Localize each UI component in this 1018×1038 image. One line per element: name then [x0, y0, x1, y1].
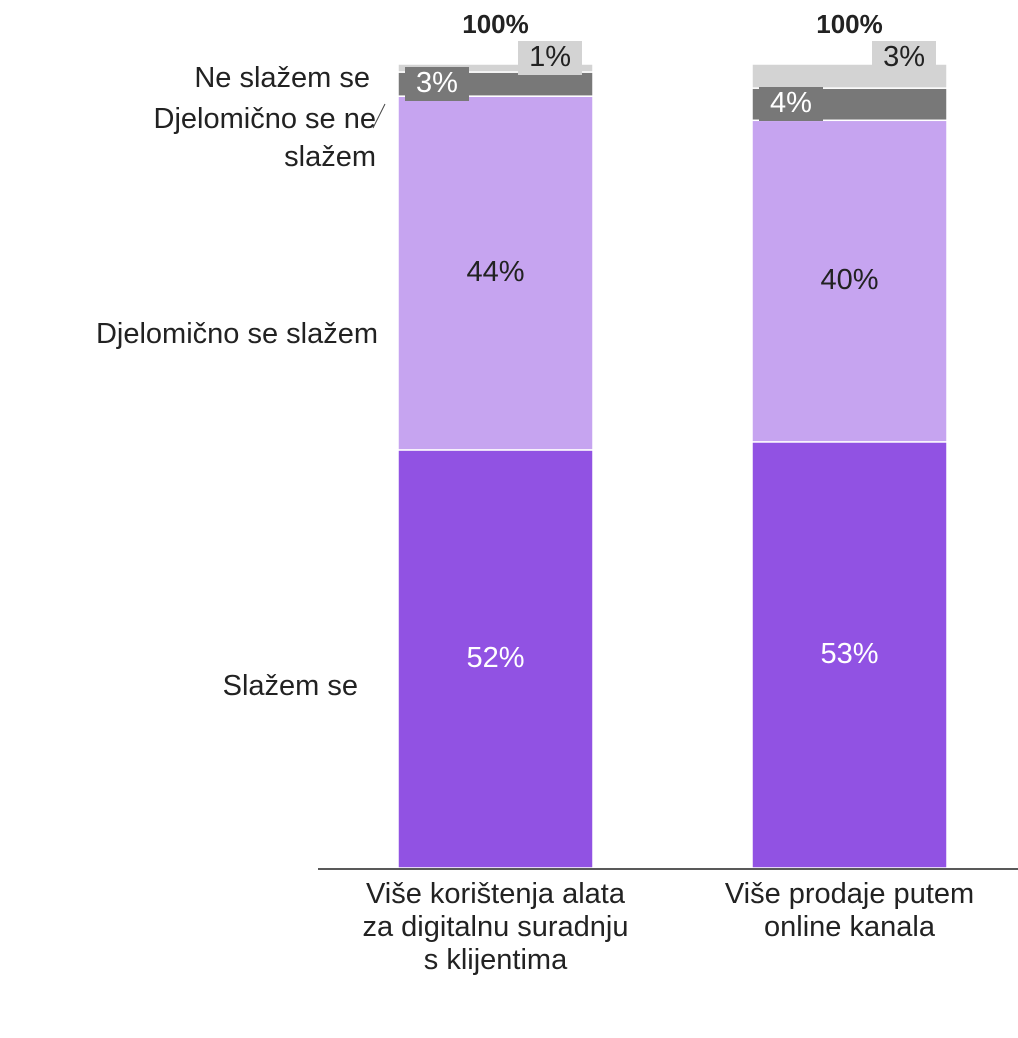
leader-line — [372, 103, 386, 129]
value-label: 53% — [820, 637, 879, 670]
x-tick-label: Više korištenja alata za digitalnu surad… — [362, 878, 629, 976]
legend-label: Slažem se — [222, 670, 358, 702]
value-label: 52% — [466, 641, 525, 674]
bar-segment — [397, 95, 594, 451]
value-label: 44% — [466, 256, 525, 289]
bar-segment — [397, 63, 594, 73]
value-label: 4% — [759, 87, 823, 122]
legend-label: Djelomično se slažem — [95, 318, 378, 350]
legend-label: Ne slažem se — [194, 62, 370, 94]
total-label: 100% — [816, 9, 883, 39]
bar-segment — [397, 449, 594, 869]
value-label: 1% — [518, 41, 583, 75]
bar-segment — [751, 441, 948, 869]
total-label: 100% — [462, 9, 529, 39]
value-label: 3% — [872, 41, 937, 75]
x-tick-label: Više prodaje putem online kanala — [724, 878, 975, 943]
value-label: 40% — [820, 264, 879, 297]
legend-label: Djelomično se ne slažem — [153, 103, 376, 173]
value-label: 3% — [405, 67, 469, 102]
